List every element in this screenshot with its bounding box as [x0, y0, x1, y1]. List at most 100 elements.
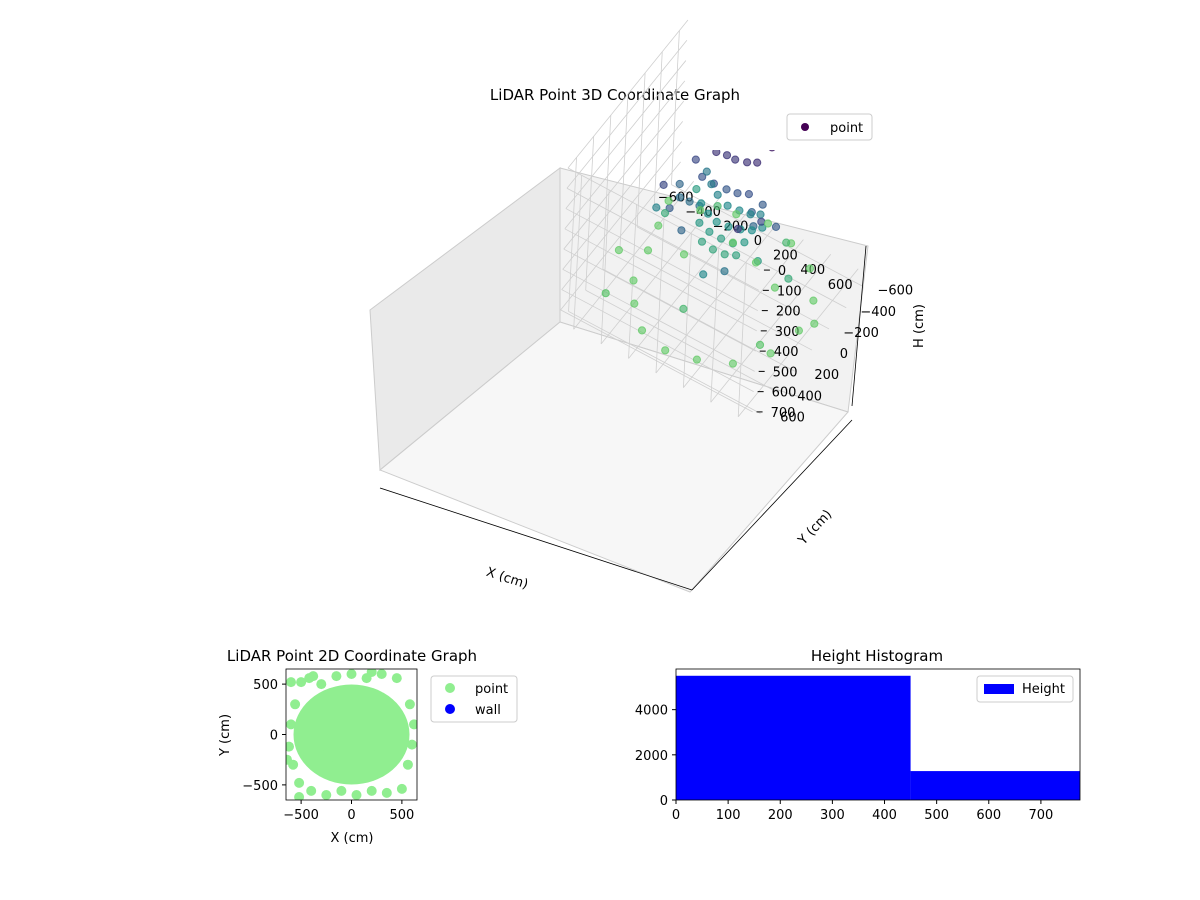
point-3d	[713, 190, 722, 199]
legend-2d-marker-point	[445, 683, 455, 693]
point-3d	[679, 250, 689, 259]
point-2d	[366, 669, 377, 677]
point-3d	[747, 226, 757, 235]
point-3d	[702, 128, 709, 135]
point-3d	[712, 150, 721, 157]
grid-back-z	[562, 268, 755, 372]
point-3d	[728, 359, 738, 368]
grid-left-z	[565, 60, 687, 209]
point-2d	[351, 790, 362, 800]
ticks-histogram: 0 100 200 300 400 500 600 700 0 2000 4000	[635, 704, 1053, 823]
x-tick-label-2d: −500	[283, 808, 319, 823]
grid-left-y	[602, 115, 612, 270]
grid-floor-x	[710, 253, 832, 403]
point-2d	[286, 741, 294, 752]
point-3d	[717, 234, 726, 243]
point-3d	[744, 190, 754, 199]
y-tick-label-3d: −200	[843, 326, 879, 341]
legend-2d: point wall	[430, 675, 518, 723]
histogram-bar	[910, 771, 1080, 800]
point-3d	[659, 180, 668, 189]
point-3d	[675, 193, 684, 202]
point-3d	[705, 227, 714, 236]
point-3d	[708, 245, 718, 254]
grid-floor-y	[585, 289, 778, 393]
point-2d	[331, 671, 342, 682]
point-3d	[695, 218, 704, 227]
x-tick-label-hist: 300	[820, 808, 845, 823]
point-2d	[290, 699, 301, 710]
grid-floor-y	[568, 311, 761, 414]
y-tick-label-2d: 0	[270, 729, 278, 744]
point-2d	[396, 783, 407, 794]
point-3d	[756, 139, 763, 146]
point-3d	[756, 210, 765, 219]
point-3d	[729, 127, 736, 134]
point-3d	[714, 117, 721, 124]
grid-left-y	[653, 51, 663, 206]
point-3d	[677, 226, 686, 235]
y-tick-label-hist: 4000	[635, 704, 668, 719]
point-2d	[404, 699, 415, 710]
z-tick-label-3d: 300	[775, 325, 800, 340]
point-3d	[722, 185, 731, 194]
legend-hist-box	[976, 675, 1074, 703]
point-2d	[316, 749, 327, 760]
chart-2d: LiDAR Point 2D Coordinate Graph −500 −500…	[218, 647, 518, 846]
y-tick-label-3d: −600	[877, 284, 913, 299]
grid-left-y	[671, 30, 680, 185]
point-3d	[805, 264, 815, 273]
point-3d	[746, 210, 755, 219]
legend-2d-marker-wall	[445, 704, 455, 714]
point-3d	[685, 197, 694, 206]
chart-3d: LiDAR Point 3D Coordinate Graph −600−600…	[369, 19, 927, 593]
y-tick-label-3d: 400	[797, 389, 822, 404]
point-3d	[757, 217, 766, 226]
point-3d	[654, 221, 663, 230]
point-3d	[697, 199, 706, 208]
legend-3d-box	[786, 113, 873, 141]
point-2d	[407, 739, 417, 750]
point-3d	[732, 251, 741, 260]
point-3d	[742, 134, 749, 141]
point-2d	[326, 709, 337, 720]
x-tick-label-2d: 0	[347, 808, 355, 823]
point-3d	[743, 158, 752, 167]
legend-2d-label-point: point	[475, 682, 508, 697]
grid-left-y	[636, 72, 646, 227]
point-3d	[629, 276, 638, 285]
point-3d	[722, 151, 732, 160]
grid-back-z	[561, 289, 754, 392]
chart-2d-title: LiDAR Point 2D Coordinate Graph	[227, 647, 477, 665]
y-tick-label-3d: 600	[780, 410, 805, 425]
point-3d	[664, 196, 673, 205]
x-axis-label-2d: X (cm)	[331, 831, 374, 846]
point-3d	[720, 250, 729, 259]
y-axis-label-2d: Y (cm)	[218, 714, 233, 757]
point-3d	[731, 155, 740, 164]
point-2d	[331, 759, 342, 770]
point-3d	[707, 180, 716, 189]
point-2d	[381, 787, 392, 798]
x-tick-label-hist: 500	[924, 808, 949, 823]
x-tick-label-3d: 0	[754, 234, 762, 249]
point-3d	[770, 283, 780, 292]
point-3d	[732, 210, 741, 219]
point-2d	[286, 754, 292, 765]
point-3d	[692, 185, 701, 194]
y-tick-label-2d: −500	[242, 779, 278, 794]
point-3d	[679, 304, 688, 313]
grid-floor-y	[602, 268, 795, 372]
point-2d	[361, 694, 372, 705]
point-3d	[696, 206, 705, 215]
point-2d	[409, 719, 417, 730]
grid-back-x	[600, 189, 610, 344]
y-axis-line	[691, 419, 853, 591]
point-2d	[402, 759, 413, 770]
x-tick-label-3d: 600	[828, 278, 853, 293]
point-3d	[661, 346, 670, 355]
z-tick-label-3d: 700	[771, 406, 796, 421]
point-3d	[733, 189, 742, 198]
grid-left-y	[585, 136, 595, 291]
